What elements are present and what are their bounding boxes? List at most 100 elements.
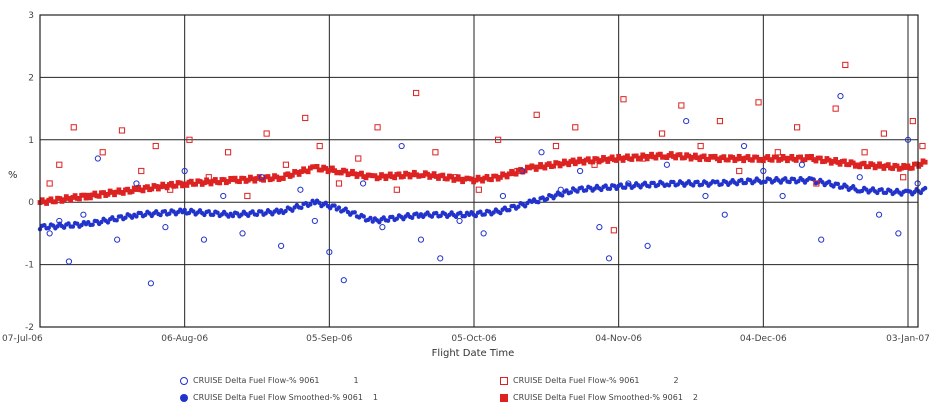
smoothed-point	[734, 181, 740, 187]
smoothed-point	[478, 209, 483, 214]
smoothed-point	[734, 156, 740, 162]
smoothed-point	[46, 225, 51, 231]
smoothed-point	[625, 153, 630, 159]
data-point	[697, 142, 704, 150]
smoothed-point	[290, 208, 295, 213]
smoothed-point	[57, 196, 63, 201]
smoothed-point	[444, 176, 450, 182]
data-point	[65, 258, 73, 265]
data-point	[220, 192, 227, 200]
smoothed-point	[158, 212, 163, 218]
data-point	[760, 167, 767, 175]
legend-label: CRUISE Delta Fuel Flow-% 9061	[193, 376, 320, 385]
smoothed-point	[603, 183, 608, 188]
smoothed-point	[173, 183, 179, 189]
smoothed-point	[905, 163, 911, 169]
smoothed-point	[842, 158, 847, 164]
data-point	[499, 192, 507, 200]
smoothed-point	[739, 177, 744, 183]
legend-item-smoothed-engine-1: CRUISE Delta Fuel Flow Smoothed-% 9061 1	[180, 393, 500, 402]
chart-legend: CRUISE Delta Fuel Flow-% 9061 1 CRUISE D…	[180, 372, 820, 406]
data-point	[779, 192, 786, 200]
data-point	[326, 249, 333, 256]
data-point	[302, 114, 309, 122]
smoothed-point	[899, 165, 904, 171]
smoothed-point	[114, 218, 119, 223]
smoothed-point	[583, 188, 589, 193]
smoothed-point	[763, 179, 768, 185]
smoothed-point	[101, 190, 106, 195]
smoothed-point	[725, 157, 731, 163]
smoothed-point	[533, 167, 539, 172]
smoothed-point	[846, 162, 852, 168]
smoothed-point	[252, 178, 258, 184]
smoothed-point	[215, 210, 220, 215]
smoothed-point	[618, 182, 624, 187]
smoothed-point	[140, 188, 146, 194]
smoothed-point	[420, 173, 426, 179]
smoothed-point	[411, 169, 417, 175]
data-point	[379, 224, 386, 231]
smoothed-point	[299, 205, 304, 211]
data-point	[880, 130, 887, 137]
smoothed-point	[162, 209, 168, 214]
smoothed-point	[783, 176, 788, 181]
data-point	[900, 174, 907, 181]
smoothed-point	[879, 187, 884, 192]
smoothed-point	[186, 210, 192, 216]
smoothed-point	[136, 184, 142, 190]
smoothed-point	[105, 220, 111, 225]
smoothed-point	[387, 171, 393, 177]
data-point	[557, 186, 564, 193]
smoothed-point	[376, 175, 382, 181]
smoothed-point	[440, 172, 446, 178]
smoothed-point	[305, 169, 311, 175]
smoothed-point	[883, 190, 889, 195]
smoothed-point	[197, 179, 203, 184]
raw-points	[46, 61, 926, 287]
smoothed-point	[138, 210, 144, 216]
x-tick-label: 06-Aug-06	[161, 334, 208, 344]
data-point	[605, 255, 613, 262]
smoothed-point	[741, 158, 747, 164]
legend-item-raw-engine-2: CRUISE Delta Fuel Flow-% 9061 2	[500, 376, 820, 385]
data-point	[99, 149, 106, 156]
smoothed-point	[536, 200, 541, 205]
smoothed-point	[453, 214, 459, 219]
data-point	[186, 136, 193, 143]
smoothed-point	[145, 184, 150, 190]
data-point	[702, 192, 709, 200]
smoothed-point	[363, 175, 369, 181]
smoothed-point	[394, 216, 400, 221]
smoothed-point	[682, 155, 687, 161]
data-point	[620, 96, 627, 103]
smoothed-point	[767, 177, 773, 182]
smoothed-point	[546, 161, 552, 167]
legend-engine-number: 2	[673, 376, 679, 385]
smoothed-point	[484, 174, 490, 179]
smoothed-point	[72, 193, 78, 198]
smoothed-point	[61, 225, 67, 230]
smoothed-point	[409, 172, 415, 178]
data-point	[572, 124, 579, 131]
smoothed-point	[350, 168, 355, 174]
smoothed-point	[671, 179, 676, 185]
smoothed-point	[594, 156, 600, 162]
data-point	[297, 186, 304, 193]
smoothed-point	[568, 190, 574, 195]
smoothed-point	[885, 162, 891, 168]
data-point	[552, 142, 560, 150]
smoothed-point	[129, 189, 135, 194]
smoothed-point	[851, 184, 856, 189]
filled-circle-icon	[180, 393, 188, 402]
smoothed-point	[497, 175, 503, 180]
smoothed-point	[629, 157, 635, 162]
smoothed-point	[343, 168, 349, 174]
smoothed-point	[473, 177, 479, 183]
smoothed-point	[482, 212, 487, 217]
x-tick-label: 07-Jul-06	[2, 334, 43, 344]
chart-grid	[39, 14, 918, 328]
y-tick-label: 0	[28, 198, 34, 208]
y-tick-label: 1	[28, 136, 34, 146]
data-point	[919, 142, 926, 150]
